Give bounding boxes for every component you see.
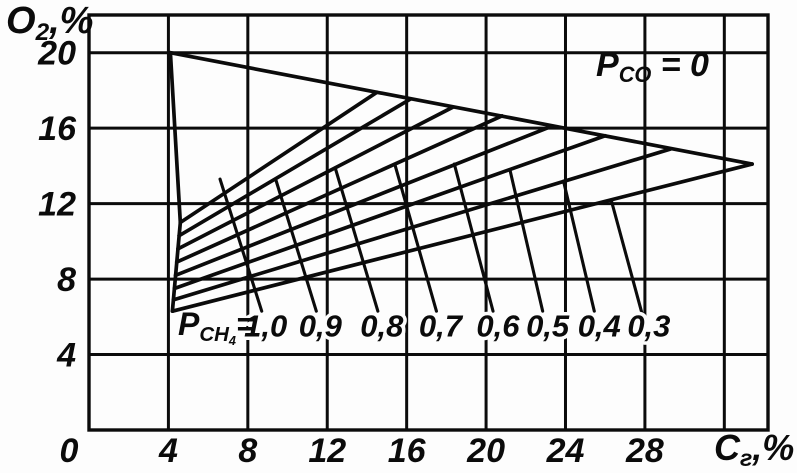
y-axis-subscript: 2 (35, 18, 50, 46)
leader-line (393, 162, 438, 313)
x-axis-title: Cг,% (714, 427, 795, 472)
x-tick-label: 20 (466, 432, 505, 470)
annotation-pco: PCO = 0 (596, 46, 709, 88)
leader-line (508, 168, 545, 313)
curve-lower-boundary-PCH4-0.3 (170, 162, 754, 314)
curve-value-label: 0,9 (299, 309, 343, 344)
curve-value-label: 0,6 (476, 309, 520, 344)
curve-lower-boundary-PCH4-0.8 (176, 105, 455, 251)
x-tick-label: 16 (388, 432, 427, 470)
y-tick-label: 8 (57, 261, 76, 299)
x-tick-label: 8 (238, 432, 257, 470)
x-tick-label: 28 (625, 432, 664, 470)
y-tick-label: 20 (37, 35, 76, 73)
leader-line (609, 198, 645, 319)
y-tick-label: 4 (56, 337, 76, 375)
prefix-subscript-4: 4 (228, 334, 236, 349)
curve-value-label: 0,4 (578, 309, 621, 344)
curve-lower-boundary-PCH4-0.5 (172, 133, 608, 291)
plot-frame (87, 13, 770, 432)
curve-lower-boundary-PCH4-1.0 (178, 90, 379, 225)
curve-lower-boundary-PCH4-0.7 (174, 114, 504, 264)
x-tick-label: 24 (546, 432, 585, 470)
y-axis-title: O2,% (6, 0, 94, 46)
curve-value-label: 0,3 (627, 309, 670, 344)
x-tick-label: 12 (308, 432, 346, 470)
leader-line (333, 166, 380, 313)
curve-label-prefix: PCH4= (178, 306, 255, 349)
leader-line (561, 179, 596, 313)
curve-upper-boundary (168, 50, 754, 166)
curve-value-label: 1,0 (244, 309, 287, 344)
prefix-subscript-ch: CH4 (199, 322, 236, 349)
curve-value-label: 0,8 (360, 309, 404, 344)
y-tick-label: 16 (38, 110, 77, 148)
curve-lower-boundary-PCH4-0.9 (177, 97, 413, 238)
curve-value-label: 0,7 (419, 309, 464, 344)
y-tick-label: 12 (38, 186, 76, 224)
annotation-subscript: CO (618, 62, 652, 88)
x-tick-label: 0 (60, 432, 79, 470)
x-axis-subscript: г (740, 445, 753, 472)
curve-lower-boundary-PCH4-0.6 (173, 124, 554, 278)
curve-value-label: 0,5 (526, 309, 570, 344)
curve-lower-boundary-PCH4-0.4 (171, 147, 673, 302)
x-tick-label: 4 (158, 432, 178, 470)
